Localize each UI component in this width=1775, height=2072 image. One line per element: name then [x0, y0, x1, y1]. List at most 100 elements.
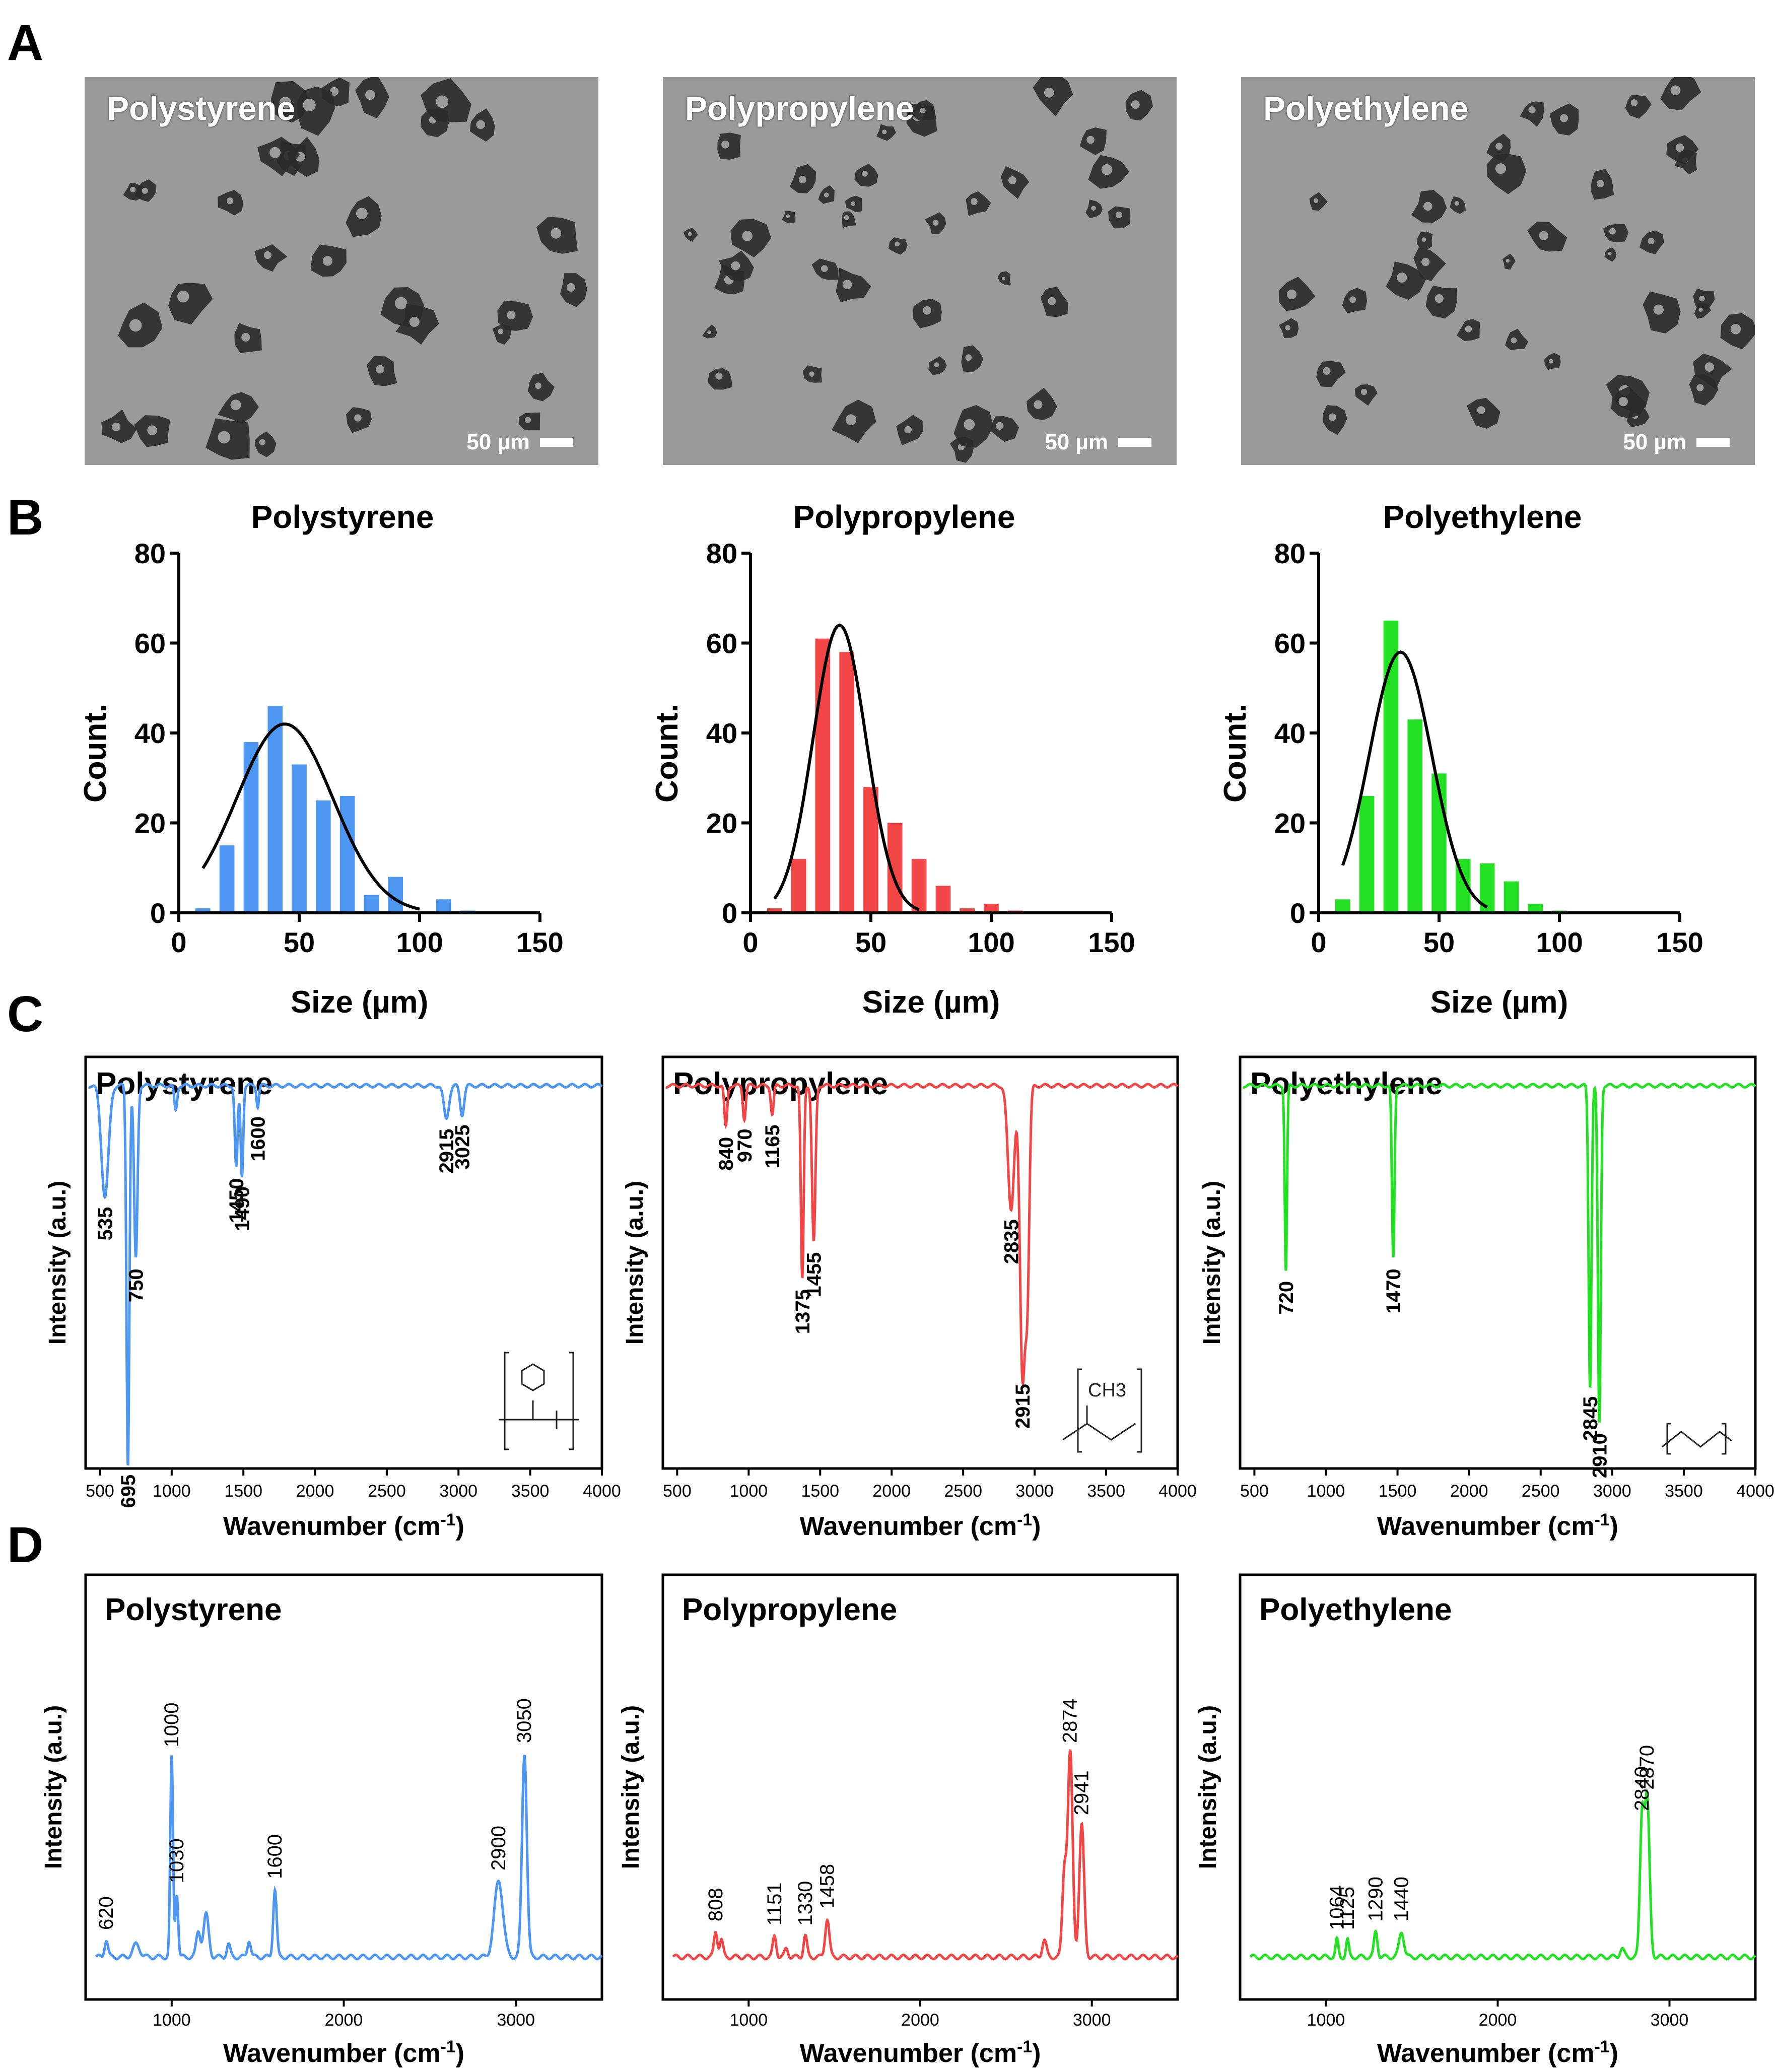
particle-highlight [1131, 100, 1140, 109]
plot-frame [661, 1573, 1179, 2001]
particle-highlight [1609, 228, 1616, 235]
peak-label: 2840 [1631, 1766, 1653, 1811]
peak-label: 2941 [1071, 1770, 1093, 1815]
x-tick-label: 2000 [296, 1482, 334, 1501]
particle-highlight [177, 290, 189, 303]
y-tick-label: 0 [722, 897, 737, 929]
particle-highlight [524, 417, 531, 423]
bar [911, 858, 927, 913]
x-tick-label: 3500 [511, 1482, 550, 1501]
bar [984, 904, 999, 913]
scale-bar: 50 µm [1623, 430, 1730, 455]
scale-bar-line [1696, 438, 1730, 447]
peak-label: 840 [715, 1137, 737, 1171]
particle-highlight [1511, 337, 1517, 344]
particle [1603, 224, 1629, 243]
x-tick-label: 2500 [1522, 1482, 1560, 1501]
x-tick-label: 150 [1656, 926, 1703, 958]
particle-highlight [1696, 384, 1704, 391]
particle-highlight [824, 192, 829, 197]
peak-label: 620 [95, 1896, 117, 1930]
x-tick-label: 0 [171, 926, 186, 958]
particle-highlight [1630, 99, 1638, 106]
bar [315, 800, 331, 913]
scale-label: 50 µm [1045, 430, 1108, 454]
scale-bar-line [540, 438, 573, 447]
particle-highlight [965, 354, 972, 361]
gaussian-fit-line [201, 722, 420, 911]
x-tick-label: 1000 [1307, 2011, 1345, 2030]
peak-label: 2910 [1589, 1433, 1611, 1478]
spectrum-line [672, 1749, 1179, 1961]
scale-label: 50 µm [1623, 430, 1686, 454]
x-tick-label: 1000 [153, 1482, 191, 1501]
particle [1323, 405, 1347, 435]
particle [1520, 101, 1545, 127]
particle [255, 431, 277, 457]
particle-highlight [1423, 202, 1432, 211]
raman-polypropylene: Polypropylene 808 1151 1330 1458 2874 2941 1000… [618, 1573, 1179, 2068]
y-tick-label: 40 [1274, 717, 1306, 749]
x-tick-label: 1000 [1307, 1482, 1345, 1501]
bar [267, 706, 283, 913]
particle-highlight [129, 319, 142, 332]
chart-title: Polyethylene [1250, 1066, 1443, 1101]
bar [292, 764, 307, 913]
particle [1467, 397, 1500, 429]
histogram-polystyrene: Polystyrene 0 20 40 60 80 0 50 100 150 Size (µm) Co… [78, 499, 564, 1020]
plot-frame [84, 1573, 603, 2001]
particle [1316, 361, 1346, 387]
particle [1486, 153, 1527, 194]
bond [1662, 1423, 1732, 1455]
y-tick-label: 80 [706, 538, 737, 569]
particle [1694, 303, 1711, 319]
y-tick-label: 60 [706, 628, 737, 659]
particle [1660, 77, 1701, 111]
x-tick-label: 2000 [1479, 2011, 1517, 2030]
particle-highlight [1091, 206, 1096, 211]
peak-label: 2835 [1000, 1219, 1022, 1264]
particle-highlight [1034, 400, 1043, 409]
particle-highlight [707, 330, 711, 335]
chart-title: Polypropylene [673, 1066, 888, 1101]
peak-label: 3025 [451, 1124, 473, 1169]
polyethylene-structure-icon [1662, 1423, 1732, 1455]
particle-highlight [1730, 324, 1741, 335]
bar [339, 795, 355, 913]
particle-highlight [821, 265, 828, 272]
micrograph-label: Polypropylene [685, 90, 914, 127]
structure-label: CH3 [1088, 1380, 1126, 1401]
particle-highlight [842, 280, 852, 289]
particle-highlight [436, 95, 449, 108]
particle-highlight [1397, 273, 1407, 283]
x-tick-label: 150 [1088, 926, 1135, 958]
x-tick-label: 100 [1536, 926, 1583, 958]
peak-label: 720 [1275, 1281, 1298, 1315]
particle-highlight [798, 175, 806, 184]
particle [717, 132, 741, 160]
bar [935, 886, 951, 913]
peak-label: 970 [734, 1129, 756, 1163]
particle-highlight [1528, 106, 1536, 114]
chart-title: Polypropylene [682, 1592, 897, 1627]
x-tick-label: 150 [516, 926, 563, 958]
particle-highlight [1313, 198, 1319, 204]
particle-highlight [1360, 388, 1368, 395]
x-tick-label: 1500 [801, 1482, 839, 1501]
x-axis-label: Wavenumber (cm-1) [1377, 2037, 1618, 2068]
micrograph-polypropylene: Polypropylene 50 µm [663, 77, 1177, 465]
y-tick-label: 20 [134, 808, 166, 839]
particle-highlight [279, 97, 292, 109]
particle-highlight [1477, 406, 1485, 415]
peak-label: 1600 [264, 1834, 286, 1879]
x-tick-label: 4000 [1736, 1482, 1774, 1501]
particle-highlight [476, 120, 486, 129]
particle-highlight [269, 147, 281, 158]
x-tick-label: 500 [1240, 1482, 1269, 1501]
peak-label: 1600 [247, 1116, 269, 1161]
polypropylene-structure-icon: CH3 [1062, 1368, 1142, 1453]
panel-label-d: D [7, 1517, 44, 1573]
peak-label: 2845 [1580, 1396, 1602, 1441]
